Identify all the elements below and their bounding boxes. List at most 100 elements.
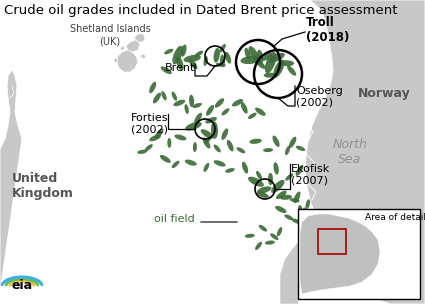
Polygon shape (305, 0, 425, 304)
Ellipse shape (255, 108, 266, 116)
Ellipse shape (167, 138, 171, 148)
Ellipse shape (285, 174, 293, 181)
Ellipse shape (265, 52, 276, 73)
Ellipse shape (242, 162, 248, 174)
Ellipse shape (269, 53, 285, 63)
Ellipse shape (295, 165, 303, 176)
Ellipse shape (259, 225, 267, 232)
Polygon shape (126, 40, 140, 52)
Ellipse shape (203, 137, 210, 149)
Ellipse shape (214, 160, 226, 167)
Ellipse shape (277, 227, 282, 237)
Ellipse shape (214, 144, 221, 153)
Ellipse shape (284, 214, 293, 220)
Ellipse shape (193, 142, 197, 152)
Ellipse shape (221, 128, 228, 140)
Ellipse shape (204, 163, 209, 172)
Ellipse shape (241, 56, 261, 64)
Ellipse shape (162, 91, 167, 100)
Ellipse shape (206, 105, 214, 116)
Ellipse shape (303, 207, 309, 220)
Ellipse shape (273, 60, 284, 78)
Ellipse shape (232, 99, 243, 106)
Ellipse shape (265, 240, 275, 245)
Ellipse shape (184, 104, 189, 114)
Ellipse shape (270, 233, 278, 240)
Ellipse shape (155, 129, 164, 139)
Ellipse shape (185, 160, 197, 166)
Ellipse shape (181, 44, 187, 57)
Ellipse shape (245, 234, 255, 238)
Bar (318, 229, 346, 254)
Ellipse shape (303, 229, 311, 236)
Ellipse shape (249, 46, 259, 62)
Text: Ekofisk
(2007): Ekofisk (2007) (291, 164, 330, 186)
Ellipse shape (308, 217, 318, 221)
Ellipse shape (161, 67, 172, 74)
Ellipse shape (264, 73, 276, 78)
Ellipse shape (149, 135, 161, 141)
Ellipse shape (290, 198, 300, 202)
Ellipse shape (215, 98, 224, 108)
Ellipse shape (137, 150, 147, 154)
Text: oil field: oil field (154, 214, 195, 224)
Ellipse shape (184, 55, 201, 62)
Ellipse shape (285, 146, 290, 155)
Text: eia: eia (11, 279, 33, 292)
Ellipse shape (296, 146, 305, 151)
Ellipse shape (172, 161, 179, 168)
Ellipse shape (185, 122, 202, 131)
Ellipse shape (164, 49, 173, 54)
Ellipse shape (173, 46, 183, 64)
Ellipse shape (276, 191, 286, 199)
Ellipse shape (257, 192, 269, 198)
Ellipse shape (268, 173, 273, 185)
Ellipse shape (201, 129, 214, 139)
Ellipse shape (214, 48, 220, 63)
Ellipse shape (216, 63, 226, 67)
Ellipse shape (204, 56, 208, 66)
Ellipse shape (255, 242, 262, 250)
Ellipse shape (189, 95, 194, 107)
Ellipse shape (313, 232, 323, 236)
Ellipse shape (174, 134, 187, 140)
Ellipse shape (280, 195, 292, 200)
Polygon shape (120, 46, 125, 51)
Text: Area of detail: Area of detail (365, 213, 425, 222)
Polygon shape (0, 69, 22, 304)
Ellipse shape (221, 108, 230, 116)
Ellipse shape (275, 206, 286, 213)
Text: Troll
(2018): Troll (2018) (306, 16, 349, 44)
Ellipse shape (256, 171, 262, 180)
Text: Crude oil grades included in Dated Brent price assessment: Crude oil grades included in Dated Brent… (4, 4, 397, 17)
Ellipse shape (241, 102, 248, 114)
Ellipse shape (289, 137, 296, 148)
Ellipse shape (205, 117, 217, 123)
Ellipse shape (149, 82, 156, 93)
Ellipse shape (173, 100, 185, 106)
Ellipse shape (204, 136, 212, 143)
Ellipse shape (248, 112, 257, 119)
Ellipse shape (225, 52, 231, 64)
Bar (298, 209, 420, 299)
Ellipse shape (225, 168, 235, 173)
Ellipse shape (274, 162, 279, 174)
Text: United
Kingdom: United Kingdom (12, 171, 74, 201)
Polygon shape (300, 214, 380, 294)
Polygon shape (280, 236, 310, 304)
Ellipse shape (194, 113, 202, 124)
Ellipse shape (294, 192, 300, 203)
Ellipse shape (220, 55, 225, 67)
Ellipse shape (160, 155, 171, 163)
Ellipse shape (236, 147, 245, 153)
Polygon shape (140, 54, 146, 59)
Ellipse shape (255, 60, 266, 69)
Ellipse shape (298, 205, 303, 217)
Ellipse shape (271, 180, 285, 193)
Ellipse shape (272, 136, 280, 147)
Ellipse shape (306, 199, 310, 209)
Ellipse shape (227, 140, 234, 151)
Ellipse shape (287, 66, 296, 76)
Ellipse shape (172, 92, 177, 101)
Ellipse shape (176, 56, 184, 71)
